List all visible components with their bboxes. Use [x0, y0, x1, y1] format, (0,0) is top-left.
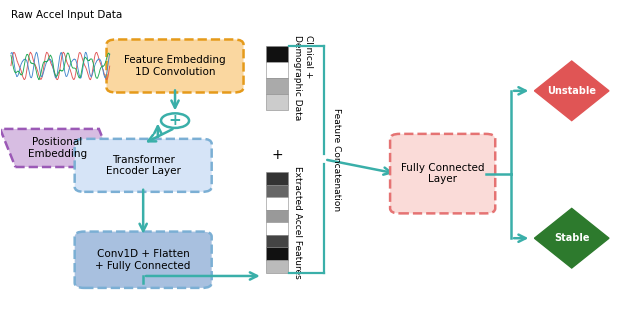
Text: Raw Accel Input Data: Raw Accel Input Data [11, 10, 122, 20]
Bar [266, 247, 288, 260]
Text: +: + [271, 148, 283, 162]
Text: Fully Connected
Layer: Fully Connected Layer [401, 163, 484, 184]
Polygon shape [0, 129, 114, 167]
Text: Positional
Embedding: Positional Embedding [28, 137, 86, 159]
Bar [266, 78, 288, 94]
Polygon shape [534, 208, 609, 268]
Bar [266, 185, 288, 197]
Bar [266, 222, 288, 235]
Bar [266, 197, 288, 210]
Bar [266, 260, 288, 273]
FancyBboxPatch shape [390, 134, 495, 213]
Text: +: + [169, 113, 181, 128]
Text: Feature Concatenation: Feature Concatenation [332, 108, 341, 211]
Text: Clinical +
Demographic Data: Clinical + Demographic Data [293, 35, 312, 121]
FancyBboxPatch shape [75, 231, 212, 288]
Text: Feature Embedding
1D Convolution: Feature Embedding 1D Convolution [124, 55, 226, 77]
Circle shape [161, 113, 189, 128]
Polygon shape [534, 61, 609, 121]
Text: Conv1D + Flatten
+ Fully Connected: Conv1D + Flatten + Fully Connected [95, 249, 191, 271]
FancyBboxPatch shape [106, 39, 244, 93]
FancyBboxPatch shape [75, 139, 212, 192]
Text: Stable: Stable [554, 233, 589, 243]
Bar [266, 172, 288, 185]
Bar [266, 62, 288, 78]
Text: Extracted Accel Features: Extracted Accel Features [293, 166, 302, 279]
Bar [266, 210, 288, 222]
Bar [266, 235, 288, 247]
Text: Unstable: Unstable [547, 86, 596, 96]
Bar [266, 94, 288, 110]
Bar [266, 46, 288, 62]
Text: Transformer
Encoder Layer: Transformer Encoder Layer [106, 155, 180, 176]
